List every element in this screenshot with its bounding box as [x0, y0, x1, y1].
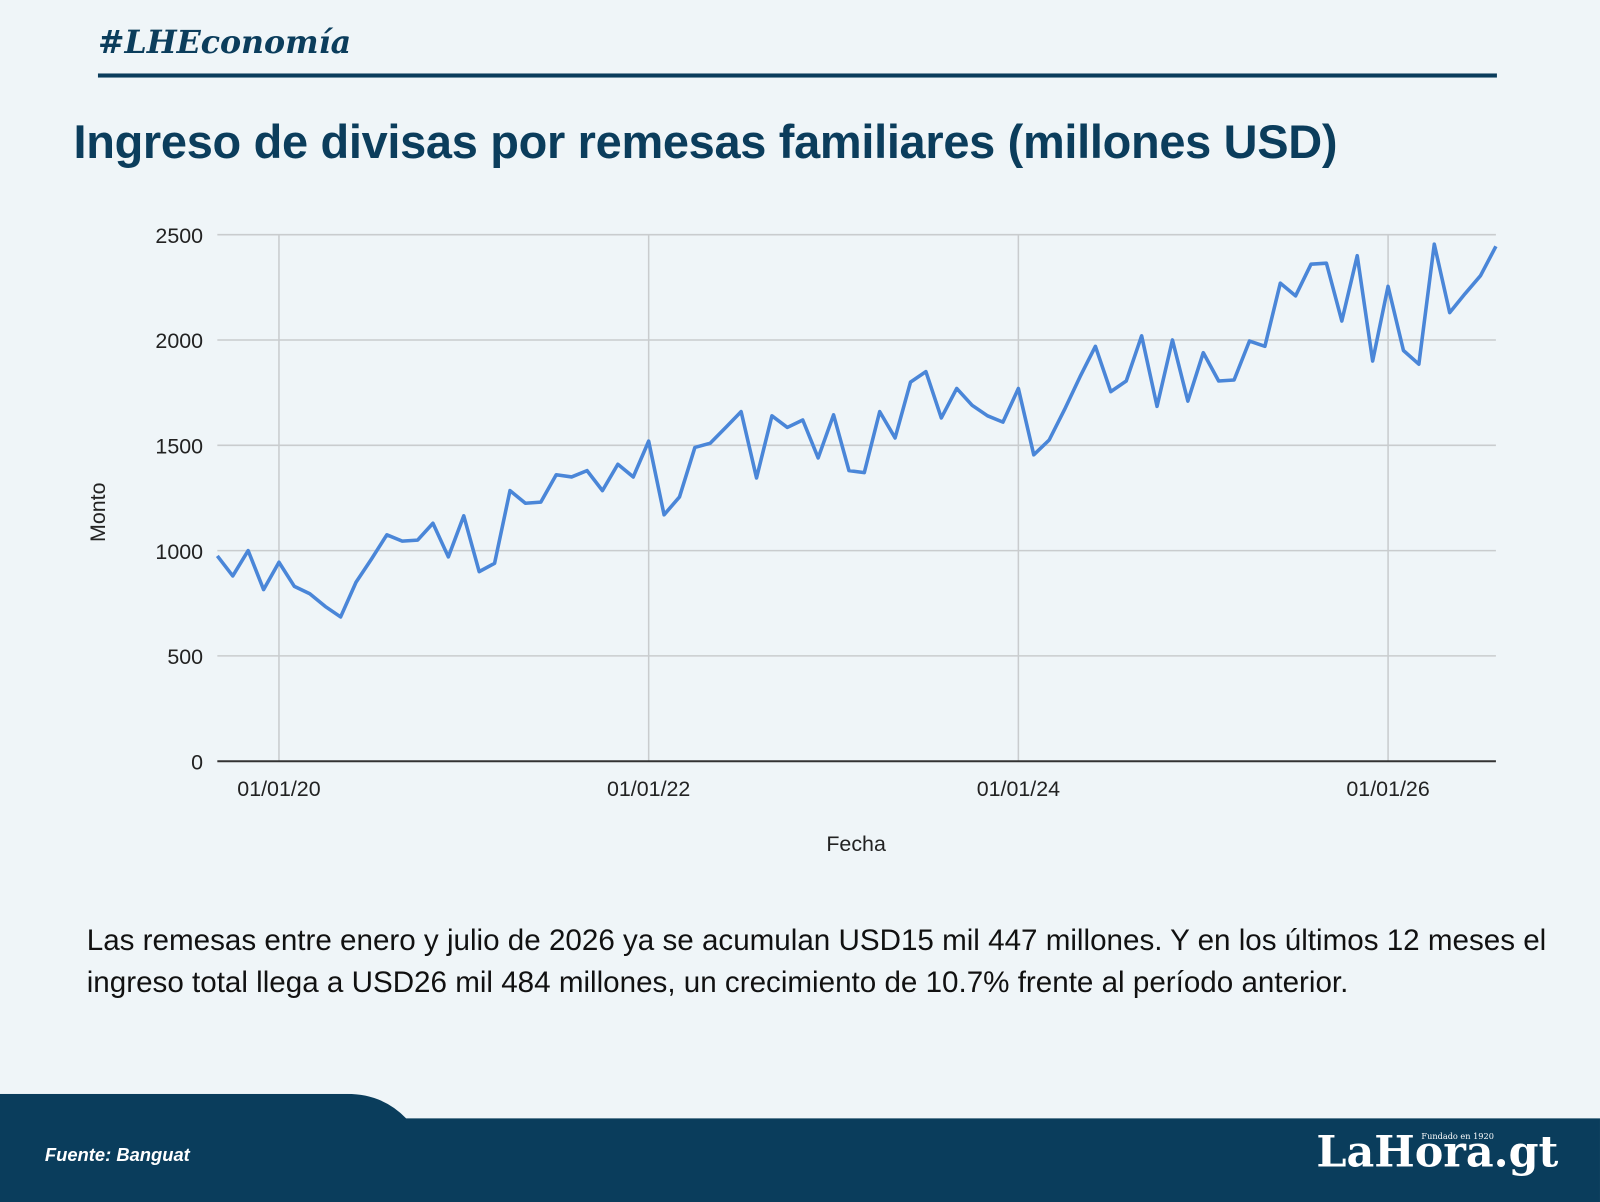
hashtag: #LHEconomía	[97, 24, 352, 62]
x-axis-label: Fecha	[826, 832, 886, 856]
footer-band	[0, 1093, 1600, 1202]
logo: LaHora.gt	[1316, 1126, 1559, 1177]
chart: Fecha Monto 0 500 1000 1500 2000 2500 01/01/20…	[86, 224, 1498, 856]
y-tick-label: 2000	[155, 329, 203, 353]
x-tick-label: 01/01/26	[1346, 777, 1429, 801]
x-tick-label: 01/01/20	[237, 777, 320, 801]
line-series	[215, 242, 1498, 619]
y-tick-label: 0	[191, 750, 203, 774]
x-tick-label: 01/01/22	[607, 777, 690, 801]
logo-founded: Fundado en 1920	[1421, 1131, 1494, 1141]
header-rule	[97, 73, 1497, 78]
y-tick-label: 500	[167, 645, 203, 669]
x-tick-label: 01/01/24	[977, 777, 1060, 801]
chart-title: Ingreso de divisas por remesas familiare…	[73, 115, 1338, 169]
source: Fuente: Banguat	[44, 1144, 190, 1166]
y-axis-label: Monto	[86, 482, 110, 542]
body-text: Las remesas entre enero y julio de 2026 …	[86, 924, 1547, 999]
footer	[0, 1093, 1600, 1202]
y-tick-label: 1500	[155, 434, 203, 458]
y-tick-label: 2500	[155, 224, 203, 248]
y-tick-label: 1000	[155, 540, 203, 564]
